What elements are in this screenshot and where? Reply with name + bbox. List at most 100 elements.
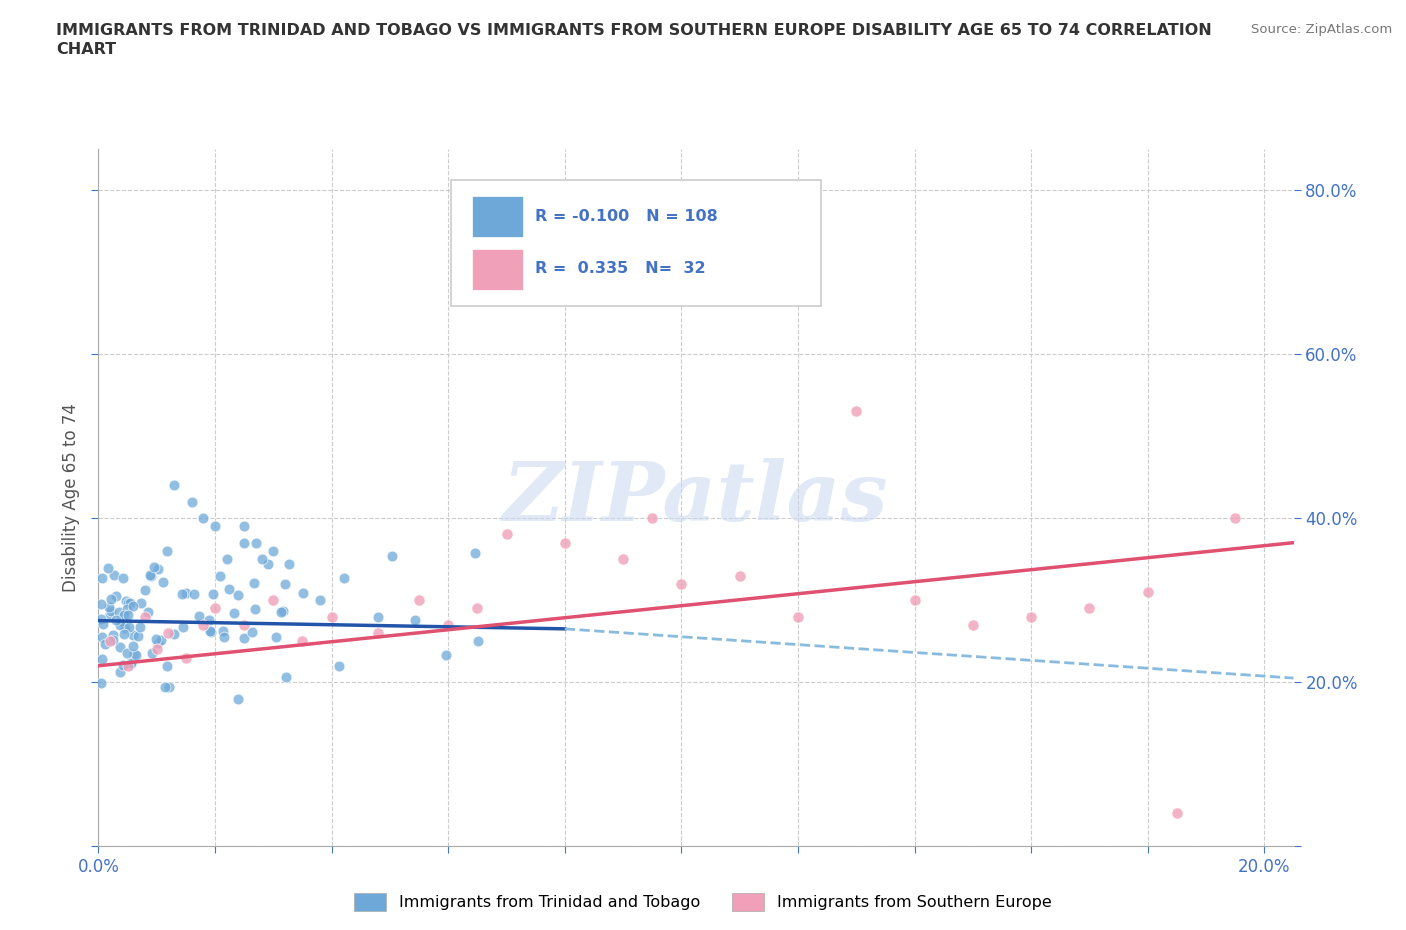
Point — [112, 607, 135, 622]
Point — [90, 652, 112, 667]
Point — [1166, 806, 1188, 821]
Point — [110, 614, 132, 629]
Point — [262, 543, 284, 558]
Point — [554, 536, 576, 551]
Point — [101, 627, 124, 642]
Point — [209, 569, 232, 584]
Point — [157, 680, 180, 695]
FancyBboxPatch shape — [451, 180, 821, 306]
Point — [641, 511, 664, 525]
Point — [193, 511, 215, 525]
Point — [122, 627, 145, 642]
Text: CHART: CHART — [56, 42, 117, 57]
Point — [120, 657, 142, 671]
Point — [200, 624, 222, 639]
Point — [138, 604, 160, 619]
Point — [120, 656, 142, 671]
Point — [156, 658, 179, 673]
Point — [103, 568, 125, 583]
Point — [903, 592, 925, 607]
Point — [233, 536, 256, 551]
Point — [434, 648, 457, 663]
Point — [90, 570, 112, 585]
Point — [333, 570, 356, 585]
Point — [146, 636, 169, 651]
Point — [90, 611, 112, 626]
Point — [408, 592, 430, 607]
Point — [170, 586, 193, 601]
Point — [98, 606, 121, 621]
Point — [139, 567, 162, 582]
Point — [381, 549, 404, 564]
Point — [291, 586, 314, 601]
Point — [218, 581, 240, 596]
Point — [201, 586, 224, 601]
Legend: Immigrants from Trinidad and Tobago, Immigrants from Southern Europe: Immigrants from Trinidad and Tobago, Imm… — [347, 886, 1059, 917]
Text: R =  0.335   N=  32: R = 0.335 N= 32 — [534, 261, 706, 276]
Point — [118, 619, 141, 634]
Point — [495, 527, 517, 542]
Point — [107, 605, 129, 620]
Text: IMMIGRANTS FROM TRINIDAD AND TOBAGO VS IMMIGRANTS FROM SOUTHERN EUROPE DISABILIT: IMMIGRANTS FROM TRINIDAD AND TOBAGO VS I… — [56, 23, 1212, 38]
Point — [114, 620, 136, 635]
Point — [103, 632, 125, 647]
Point — [141, 568, 163, 583]
Point — [117, 658, 139, 673]
Point — [193, 618, 215, 632]
Point — [845, 404, 868, 418]
Point — [122, 599, 145, 614]
Point — [141, 645, 163, 660]
Point — [163, 627, 186, 642]
Point — [262, 592, 284, 607]
Point — [108, 640, 131, 655]
Point — [129, 619, 152, 634]
Point — [124, 646, 146, 661]
Point — [271, 604, 294, 618]
Point — [100, 591, 122, 606]
Point — [467, 601, 489, 616]
Point — [242, 576, 264, 591]
Point — [266, 630, 288, 644]
Point — [467, 633, 489, 648]
Point — [321, 609, 343, 624]
Point — [612, 551, 634, 566]
Point — [1225, 511, 1247, 525]
Point — [152, 575, 174, 590]
Point — [134, 582, 156, 597]
Point — [200, 624, 222, 639]
Point — [122, 639, 145, 654]
Point — [250, 551, 273, 566]
FancyBboxPatch shape — [472, 248, 523, 290]
Point — [180, 494, 202, 509]
Point — [112, 627, 135, 642]
Point — [98, 633, 121, 648]
Point — [367, 609, 389, 624]
Point — [183, 586, 205, 601]
Y-axis label: Disability Age 65 to 74: Disability Age 65 to 74 — [62, 403, 80, 592]
Point — [226, 588, 249, 603]
Point — [91, 630, 114, 644]
Point — [233, 519, 256, 534]
Text: R = -0.100   N = 108: R = -0.100 N = 108 — [534, 209, 717, 224]
Point — [115, 645, 138, 660]
Text: Source: ZipAtlas.com: Source: ZipAtlas.com — [1251, 23, 1392, 36]
Point — [172, 619, 194, 634]
Point — [274, 669, 297, 684]
Point — [309, 592, 332, 607]
Point — [148, 562, 170, 577]
Point — [94, 637, 117, 652]
Point — [104, 613, 127, 628]
Point — [174, 650, 197, 665]
Point — [437, 618, 460, 632]
Point — [176, 586, 198, 601]
Point — [274, 577, 297, 591]
Point — [464, 546, 486, 561]
Point — [204, 519, 226, 534]
Point — [127, 629, 149, 644]
Point — [145, 631, 167, 646]
Point — [1019, 609, 1042, 624]
Point — [129, 596, 152, 611]
Point — [112, 658, 135, 672]
Point — [145, 642, 167, 657]
Point — [240, 625, 263, 640]
